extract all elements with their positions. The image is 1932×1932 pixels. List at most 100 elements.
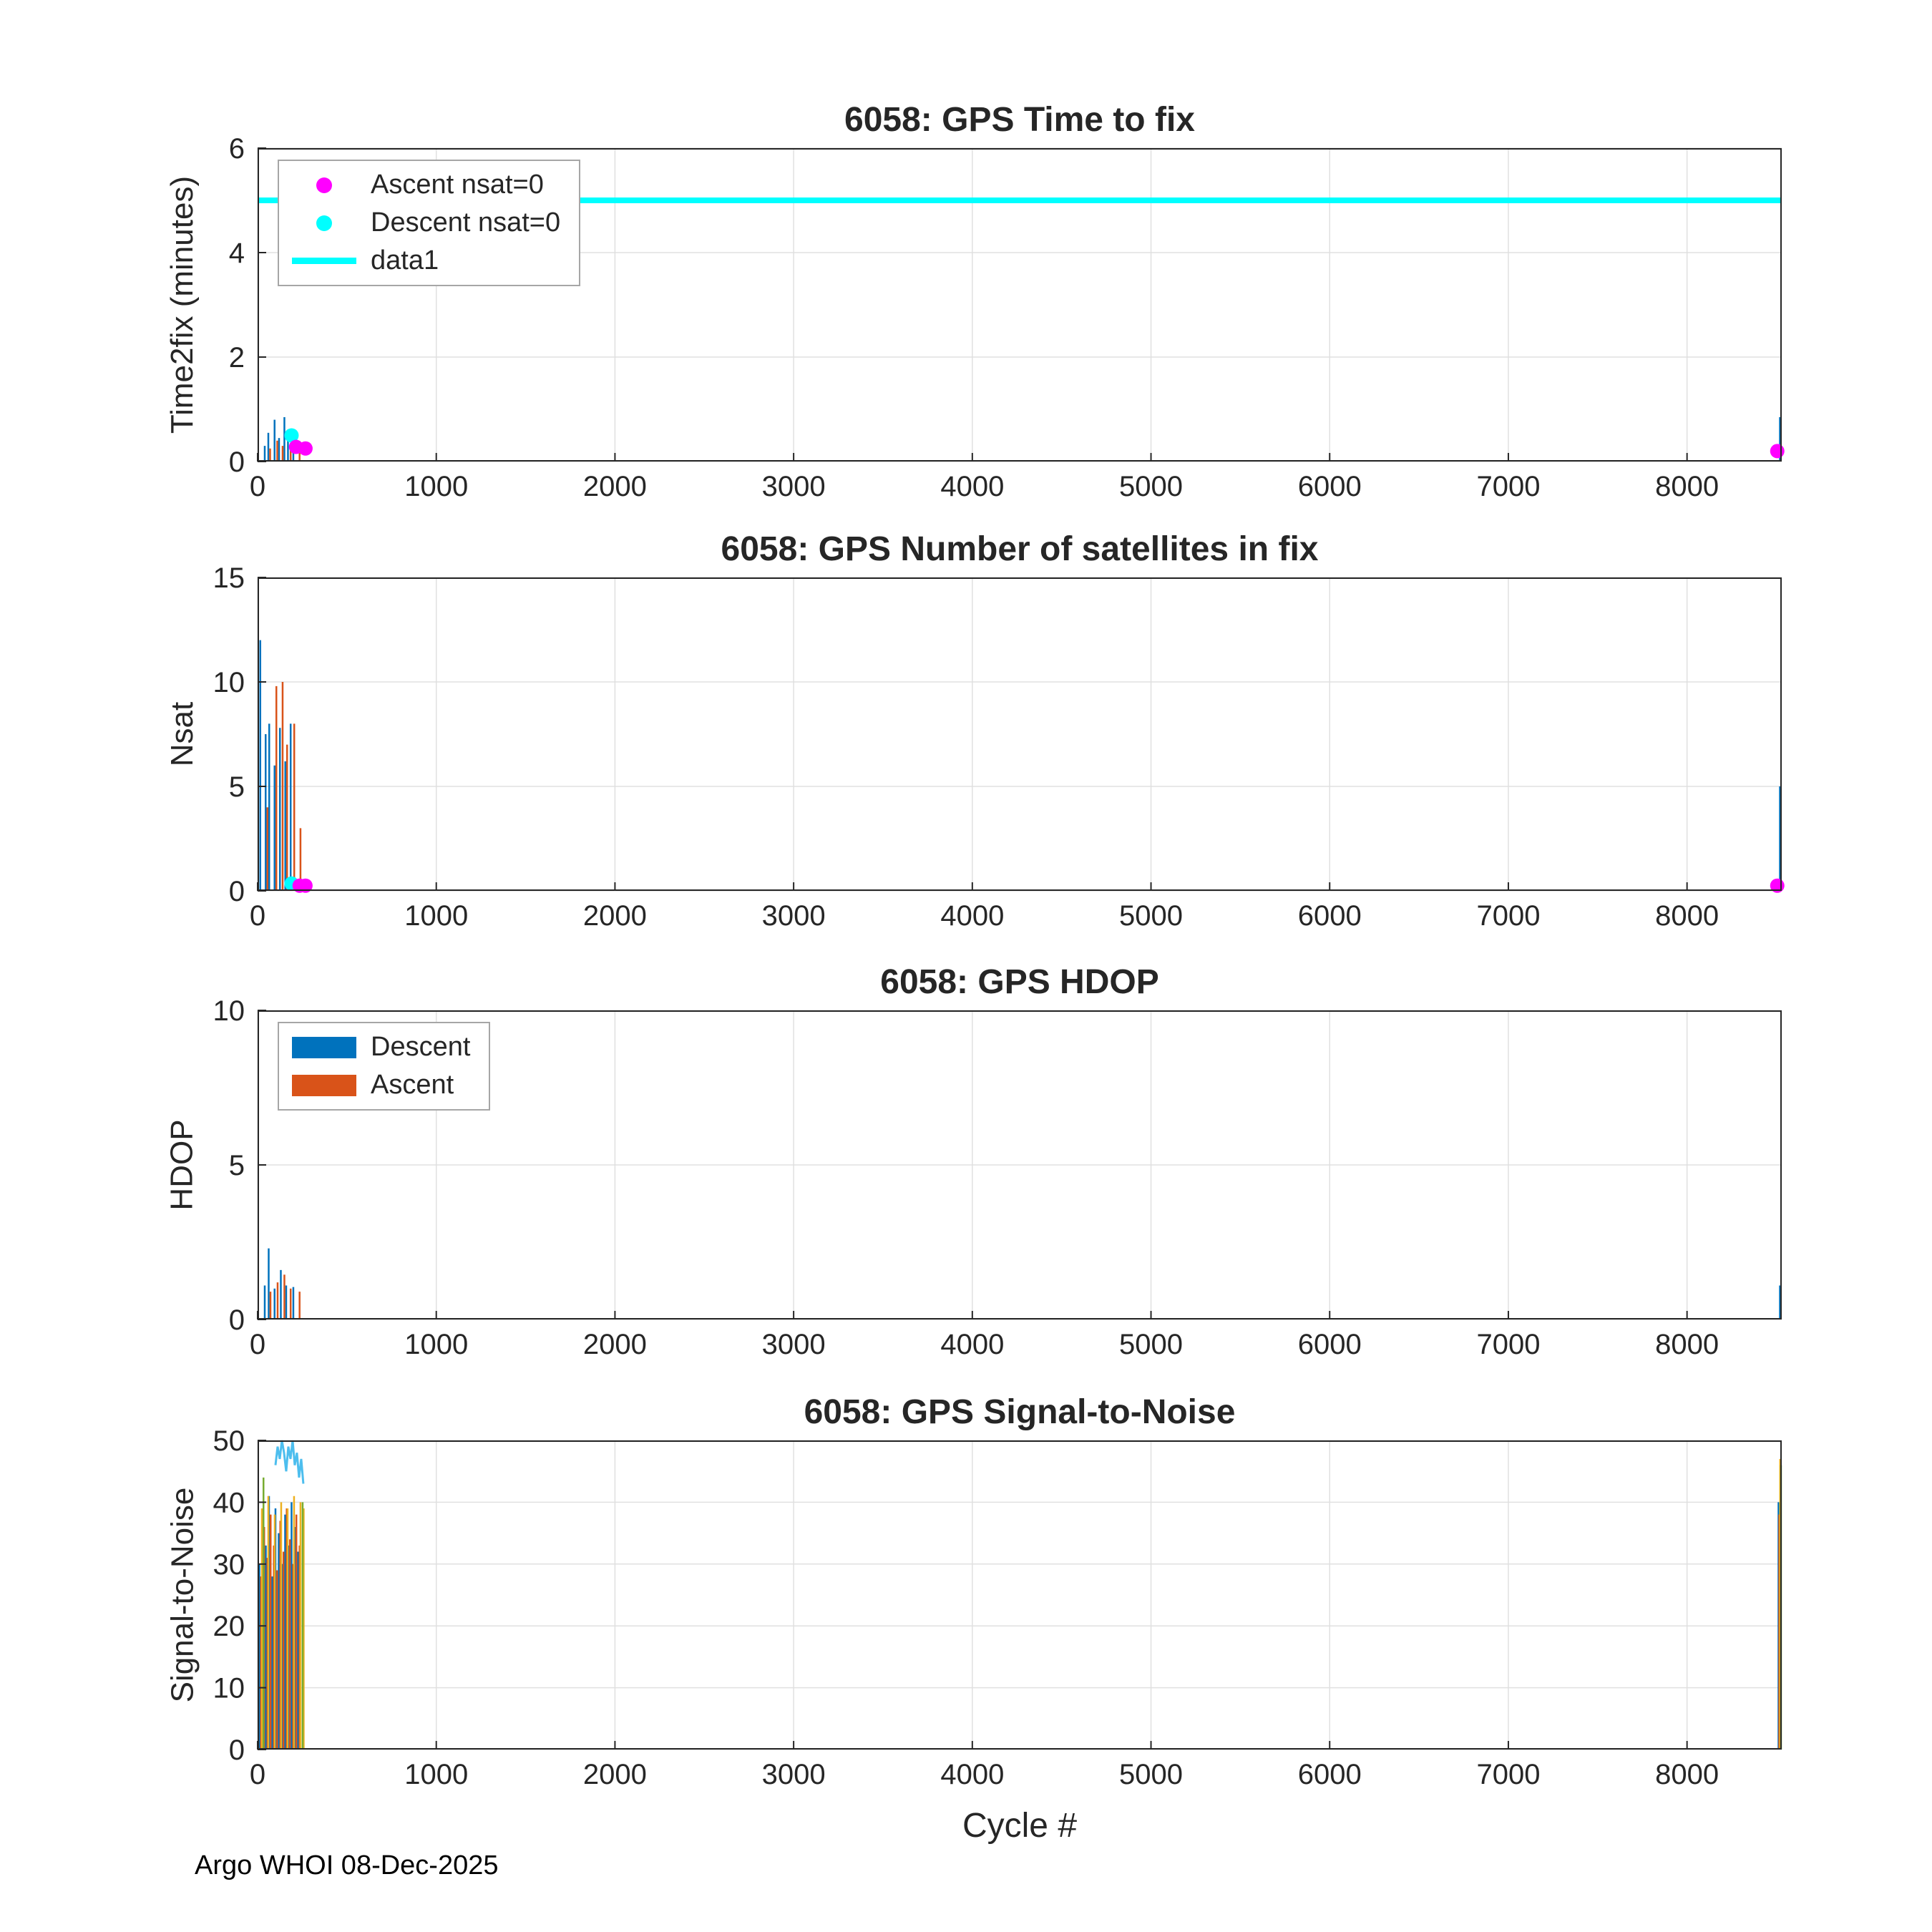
chart-title: 6058: GPS Signal-to-Noise bbox=[804, 1393, 1236, 1431]
legend-entry: Descent bbox=[292, 1032, 470, 1063]
svg-text:1000: 1000 bbox=[404, 1329, 468, 1360]
svg-text:6000: 6000 bbox=[1298, 1329, 1362, 1360]
y-axis-label-wrap: Signal-to-Noise bbox=[157, 1440, 208, 1750]
y-axis-label: HDOP bbox=[165, 1119, 200, 1211]
legend-marker-shape bbox=[292, 1036, 356, 1058]
svg-text:8000: 8000 bbox=[1655, 471, 1719, 502]
svg-text:0: 0 bbox=[229, 447, 245, 478]
legend-marker-line bbox=[292, 258, 356, 264]
svg-text:0: 0 bbox=[229, 1735, 245, 1766]
legend-marker-shape bbox=[292, 1074, 356, 1096]
svg-text:5: 5 bbox=[229, 1150, 245, 1181]
legend-marker-shape bbox=[316, 177, 332, 193]
svg-text:6000: 6000 bbox=[1298, 471, 1362, 502]
svg-text:5000: 5000 bbox=[1119, 900, 1183, 932]
plot-area-time-to-fix: 0 1000 2000 3000 4000 5000 6000 7000 8000 0 2 4 6 As… bbox=[229, 133, 1785, 502]
chart-panel-time-to-fix: 6058: GPS Time to fix Time2fix (minutes)… bbox=[0, 100, 1932, 530]
x-axis-label: Cycle # bbox=[962, 1807, 1078, 1845]
legend-marker-shape bbox=[292, 258, 356, 264]
legend-marker-dot bbox=[292, 215, 356, 231]
svg-text:50: 50 bbox=[213, 1425, 245, 1457]
svg-text:1000: 1000 bbox=[404, 471, 468, 502]
y-axis-label: Nsat bbox=[165, 701, 200, 767]
plot-area-nsat: 0 1000 2000 3000 4000 5000 6000 7000 8000 0 5 10 15 bbox=[213, 562, 1785, 932]
chart-panel-nsat: 6058: GPS Number of satellites in fix Ns… bbox=[0, 530, 1932, 959]
figure-footer-text: Argo WHOI 08-Dec-2025 bbox=[195, 1850, 499, 1880]
svg-text:1000: 1000 bbox=[404, 1759, 468, 1790]
svg-text:40: 40 bbox=[213, 1487, 245, 1518]
snr-plot: 0 1000 2000 3000 4000 5000 6000 7000 8000 0 10 20 30… bbox=[213, 1425, 1782, 1790]
svg-text:6000: 6000 bbox=[1298, 1759, 1362, 1790]
y-axis-label: Signal-to-Noise bbox=[165, 1487, 200, 1703]
svg-text:15: 15 bbox=[213, 562, 245, 594]
chart-title: 6058: GPS Time to fix bbox=[844, 101, 1195, 139]
svg-text:4000: 4000 bbox=[940, 1329, 1004, 1360]
legend-label: Ascent nsat=0 bbox=[371, 170, 544, 200]
svg-text:7000: 7000 bbox=[1476, 900, 1540, 932]
svg-text:4000: 4000 bbox=[940, 471, 1004, 502]
y-axis-label-wrap: Nsat bbox=[157, 577, 208, 891]
legend-marker-dot bbox=[292, 177, 356, 193]
svg-text:0: 0 bbox=[229, 1304, 245, 1336]
legend-label: data1 bbox=[371, 245, 439, 275]
svg-text:7000: 7000 bbox=[1476, 1329, 1540, 1360]
hdop-plot: 0 1000 2000 3000 4000 5000 6000 7000 8000 0 5 10 bbox=[213, 995, 1782, 1360]
svg-text:6000: 6000 bbox=[1298, 900, 1362, 932]
legend: Ascent nsat=0 Descent nsat=0 data1 bbox=[278, 160, 581, 286]
legend-entry: Descent nsat=0 bbox=[292, 208, 560, 238]
svg-text:1000: 1000 bbox=[404, 900, 468, 932]
svg-text:3000: 3000 bbox=[762, 1329, 826, 1360]
svg-text:10: 10 bbox=[213, 995, 245, 1027]
legend-label: Ascent bbox=[371, 1070, 454, 1100]
svg-text:4000: 4000 bbox=[940, 1759, 1004, 1790]
legend-label: Descent nsat=0 bbox=[371, 208, 561, 238]
svg-text:4000: 4000 bbox=[940, 900, 1004, 932]
svg-text:2: 2 bbox=[229, 342, 245, 374]
svg-text:2000: 2000 bbox=[583, 471, 647, 502]
legend: Descent Ascent bbox=[278, 1022, 491, 1111]
svg-text:0: 0 bbox=[250, 1759, 265, 1790]
legend-marker-patch bbox=[292, 1036, 356, 1058]
svg-text:0: 0 bbox=[250, 471, 265, 502]
svg-text:7000: 7000 bbox=[1476, 471, 1540, 502]
svg-text:2000: 2000 bbox=[583, 1759, 647, 1790]
plot-area-hdop: 0 1000 2000 3000 4000 5000 6000 7000 8000 0 5 10 De… bbox=[213, 995, 1782, 1360]
svg-text:8000: 8000 bbox=[1655, 1329, 1719, 1360]
svg-text:5000: 5000 bbox=[1119, 1759, 1183, 1790]
svg-text:3000: 3000 bbox=[762, 1759, 826, 1790]
legend-marker-shape bbox=[316, 215, 332, 231]
y-axis-label-wrap: HDOP bbox=[157, 1010, 208, 1319]
legend-entry: data1 bbox=[292, 245, 560, 276]
y-axis-label: Time2fix (minutes) bbox=[165, 175, 200, 434]
svg-text:2000: 2000 bbox=[583, 1329, 647, 1360]
svg-text:20: 20 bbox=[213, 1611, 245, 1642]
legend-entry: Ascent nsat=0 bbox=[292, 170, 560, 200]
svg-text:10: 10 bbox=[213, 1673, 245, 1704]
chart-panel-snr: 6058: GPS Signal-to-Noise Signal-to-Nois… bbox=[0, 1392, 1932, 1893]
y-axis-label-wrap: Time2fix (minutes) bbox=[157, 148, 208, 462]
svg-text:7000: 7000 bbox=[1476, 1759, 1540, 1790]
svg-text:5: 5 bbox=[229, 771, 245, 803]
svg-text:0: 0 bbox=[250, 1329, 265, 1360]
svg-text:6: 6 bbox=[229, 133, 245, 165]
svg-text:4: 4 bbox=[229, 238, 245, 269]
svg-text:0: 0 bbox=[229, 876, 245, 907]
svg-text:5000: 5000 bbox=[1119, 471, 1183, 502]
legend-label: Descent bbox=[371, 1032, 471, 1062]
legend-marker-patch bbox=[292, 1074, 356, 1096]
svg-text:8000: 8000 bbox=[1655, 1759, 1719, 1790]
svg-text:30: 30 bbox=[213, 1549, 245, 1581]
chart-title: 6058: GPS HDOP bbox=[880, 963, 1159, 1001]
plot-area-snr: 0 1000 2000 3000 4000 5000 6000 7000 8000 0 10 20 30… bbox=[213, 1425, 1782, 1790]
svg-text:5000: 5000 bbox=[1119, 1329, 1183, 1360]
svg-text:2000: 2000 bbox=[583, 900, 647, 932]
legend-entry: Ascent bbox=[292, 1070, 470, 1101]
nsat-plot: 0 1000 2000 3000 4000 5000 6000 7000 8000 0 5 10 15 bbox=[213, 562, 1785, 932]
svg-text:8000: 8000 bbox=[1655, 900, 1719, 932]
svg-text:0: 0 bbox=[250, 900, 265, 932]
chart-panel-hdop: 6058: GPS HDOP HDOP 0 1000 2000 3000 4000 500… bbox=[0, 962, 1932, 1392]
svg-text:3000: 3000 bbox=[762, 471, 826, 502]
chart-title: 6058: GPS Number of satellites in fix bbox=[721, 530, 1319, 568]
svg-text:10: 10 bbox=[213, 667, 245, 698]
svg-text:3000: 3000 bbox=[762, 900, 826, 932]
